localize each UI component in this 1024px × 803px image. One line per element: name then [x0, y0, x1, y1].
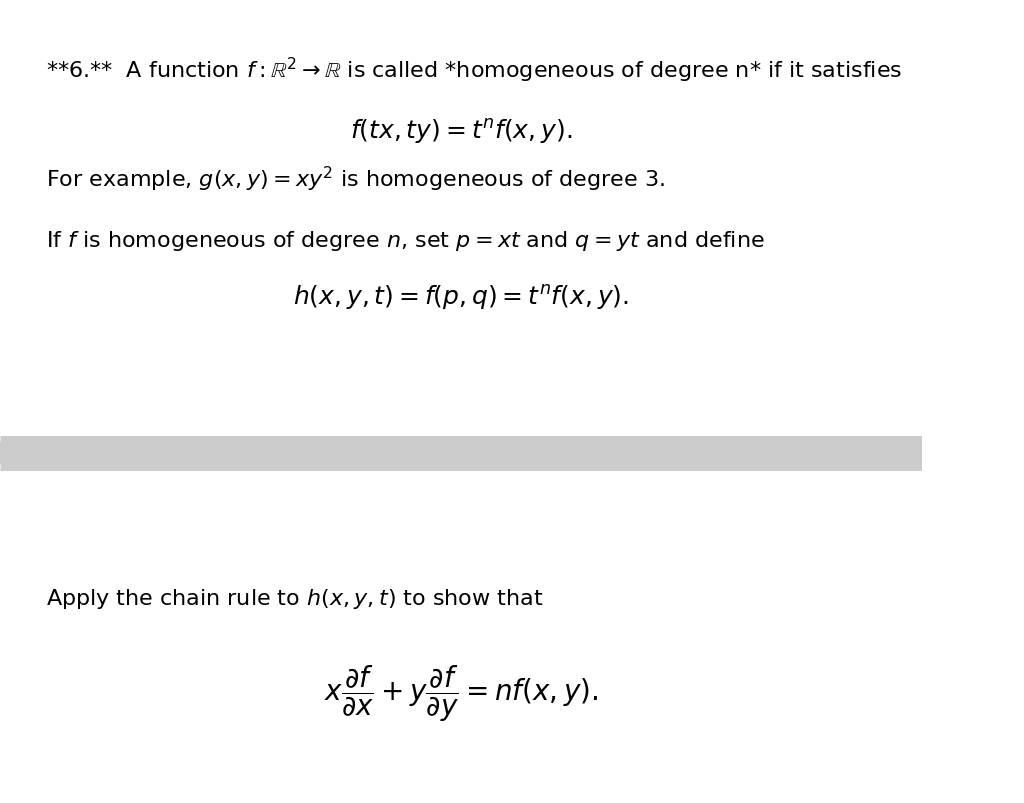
Text: $h(x, y, t) = f(p, q) = t^n f(x, y).$: $h(x, y, t) = f(p, q) = t^n f(x, y).$: [293, 283, 629, 312]
Text: $x\dfrac{\partial f}{\partial x} + y\dfrac{\partial f}{\partial y} = nf(x, y).$: $x\dfrac{\partial f}{\partial x} + y\dfr…: [324, 662, 598, 723]
Text: If $f$ is homogeneous of degree $n$, set $p = xt$ and $q = yt$ and define: If $f$ is homogeneous of degree $n$, set…: [46, 229, 765, 253]
Text: **6.**  A function $f : \mathbb{R}^2 \to \mathbb{R}$ is called *homogeneous of d: **6.** A function $f : \mathbb{R}^2 \to …: [46, 56, 902, 85]
Text: Apply the chain rule to $h(x, y, t)$ to show that: Apply the chain rule to $h(x, y, t)$ to …: [46, 586, 544, 610]
Text: $f(tx, ty) = t^n f(x, y).$: $f(tx, ty) = t^n f(x, y).$: [349, 116, 572, 145]
Text: For example, $g(x, y) = xy^2$ is homogeneous of degree 3.: For example, $g(x, y) = xy^2$ is homogen…: [46, 165, 666, 194]
